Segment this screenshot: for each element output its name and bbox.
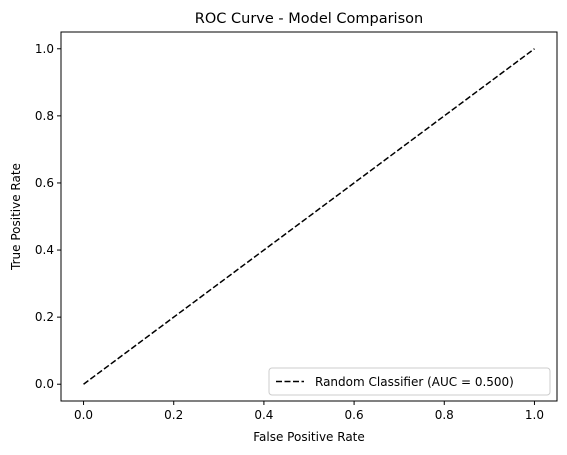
x-axis-label: False Positive Rate xyxy=(253,430,365,444)
chart-title: ROC Curve - Model Comparison xyxy=(195,11,423,27)
legend-label: Random Classifier (AUC = 0.500) xyxy=(315,375,514,389)
y-tick-label: 0.2 xyxy=(35,310,54,324)
legend-box xyxy=(268,367,551,396)
legend: Random Classifier (AUC = 0.500) xyxy=(268,367,551,396)
plot-frame xyxy=(60,31,558,402)
x-axis-ticks: 0.0 0.2 0.4 0.6 0.8 1.0 xyxy=(74,401,544,422)
x-tick-label: 0.0 xyxy=(74,408,93,422)
y-tick-label: 1.0 xyxy=(35,42,54,56)
y-tick-label: 0.8 xyxy=(35,109,54,123)
x-tick-label: 0.4 xyxy=(254,408,273,422)
x-tick-label: 0.6 xyxy=(345,408,364,422)
y-tick-label: 0.6 xyxy=(35,176,54,190)
series-layer xyxy=(83,48,535,385)
series-line-random-classifier xyxy=(83,48,535,385)
x-tick-label: 1.0 xyxy=(525,408,544,422)
x-tick-label: 0.8 xyxy=(435,408,454,422)
x-tick-label: 0.2 xyxy=(164,408,183,422)
y-tick-label: 0.0 xyxy=(35,377,54,391)
y-tick-label: 0.4 xyxy=(35,243,54,257)
y-axis-label: True Positive Rate xyxy=(9,163,23,271)
y-axis-ticks: 0.0 0.2 0.4 0.6 0.8 1.0 xyxy=(35,42,61,391)
